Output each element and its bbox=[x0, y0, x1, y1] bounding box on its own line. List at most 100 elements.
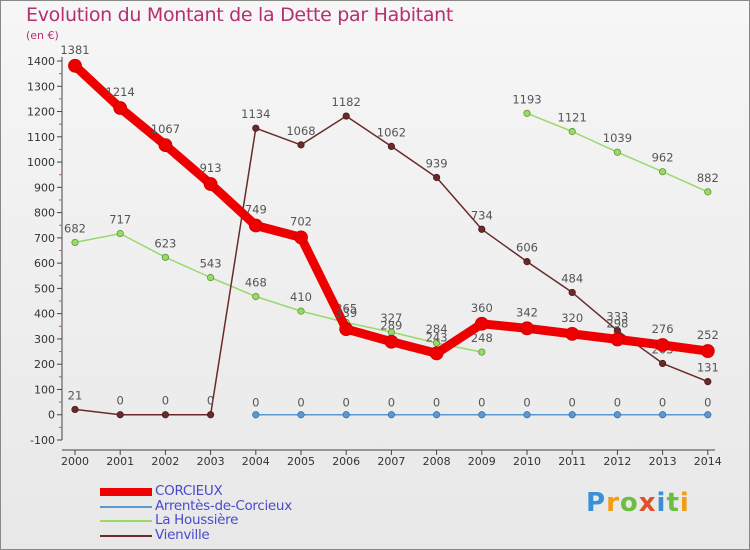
data-label: 276 bbox=[652, 322, 674, 336]
data-point bbox=[610, 332, 625, 347]
data-point bbox=[568, 411, 576, 419]
legend-label: La Houssière bbox=[155, 512, 239, 528]
data-point bbox=[294, 230, 308, 245]
y-tick-label: 200 bbox=[34, 358, 55, 371]
data-point bbox=[478, 348, 486, 356]
data-label: 1182 bbox=[332, 95, 361, 109]
data-label: 1068 bbox=[286, 124, 315, 138]
y-tick-label: 300 bbox=[34, 333, 55, 346]
data-label: 882 bbox=[697, 171, 719, 185]
data-point bbox=[613, 148, 622, 156]
x-tick-label: 2001 bbox=[106, 455, 134, 468]
legend-swatch bbox=[100, 505, 152, 508]
y-tick-label: 1400 bbox=[27, 55, 55, 68]
data-point bbox=[252, 411, 260, 419]
y-tick-label: 800 bbox=[34, 207, 55, 220]
y-tick-label: 500 bbox=[34, 282, 55, 295]
proxiti-logo: Proxiti bbox=[586, 488, 690, 518]
x-tick-label: 2012 bbox=[603, 455, 631, 468]
y-tick-label: 700 bbox=[34, 232, 55, 245]
x-tick-label: 2007 bbox=[377, 455, 405, 468]
data-label: 1067 bbox=[151, 122, 180, 136]
data-point bbox=[384, 334, 399, 349]
data-point bbox=[71, 238, 79, 247]
y-tick-label: 900 bbox=[34, 181, 55, 194]
data-label: 0 bbox=[388, 396, 395, 410]
data-point bbox=[523, 109, 531, 117]
data-label: 962 bbox=[652, 151, 674, 165]
data-point bbox=[71, 405, 79, 414]
data-point bbox=[520, 321, 534, 336]
data-label: 0 bbox=[207, 394, 214, 408]
legend-label: Vienville bbox=[155, 526, 210, 543]
data-point bbox=[68, 58, 82, 73]
legend-swatch bbox=[100, 520, 152, 522]
data-point bbox=[658, 359, 667, 368]
data-point bbox=[432, 173, 441, 182]
data-label: 284 bbox=[426, 322, 448, 336]
x-tick-label: 2005 bbox=[287, 455, 315, 468]
legend-swatch bbox=[100, 534, 152, 537]
data-point bbox=[339, 322, 354, 336]
data-label: 342 bbox=[516, 305, 538, 319]
y-tick-label: 400 bbox=[34, 308, 55, 321]
legend-label: CORCIEUX bbox=[155, 483, 223, 499]
chart-title: Evolution du Montant de la Dette par Hab… bbox=[26, 4, 454, 26]
data-label: 623 bbox=[154, 236, 176, 250]
data-point bbox=[203, 177, 218, 191]
data-label: 0 bbox=[704, 396, 711, 410]
data-point bbox=[658, 411, 667, 419]
data-label: 320 bbox=[561, 311, 583, 325]
data-point bbox=[568, 288, 576, 297]
data-point bbox=[478, 411, 486, 419]
data-label: 734 bbox=[471, 208, 493, 222]
y-tick-label: 100 bbox=[34, 383, 55, 396]
x-tick-label: 2000 bbox=[61, 455, 89, 468]
data-point bbox=[297, 141, 305, 149]
data-label: 252 bbox=[697, 328, 719, 342]
data-point bbox=[297, 307, 305, 315]
data-label: 0 bbox=[433, 396, 440, 410]
data-point bbox=[565, 326, 580, 341]
data-label: 410 bbox=[290, 290, 312, 304]
y-tick-label: 0 bbox=[48, 409, 55, 422]
data-label: 0 bbox=[569, 396, 576, 410]
data-point bbox=[704, 188, 712, 196]
data-label: 298 bbox=[606, 316, 628, 330]
data-label: 289 bbox=[380, 319, 402, 333]
y-tick-label: -100 bbox=[30, 434, 55, 447]
x-tick-label: 2014 bbox=[694, 455, 722, 468]
data-point bbox=[252, 124, 260, 132]
data-label: 606 bbox=[516, 241, 538, 255]
data-point bbox=[658, 168, 667, 176]
data-point bbox=[432, 339, 441, 347]
data-point bbox=[161, 253, 169, 261]
data-point bbox=[613, 411, 622, 419]
data-label: 360 bbox=[471, 301, 493, 315]
data-point bbox=[704, 378, 712, 386]
data-label: 0 bbox=[614, 396, 621, 410]
data-point bbox=[478, 225, 486, 233]
data-point bbox=[207, 273, 215, 282]
data-label: 468 bbox=[245, 275, 267, 289]
data-label: 248 bbox=[471, 331, 493, 345]
x-tick-label: 2008 bbox=[423, 455, 451, 468]
x-tick-label: 2011 bbox=[558, 455, 586, 468]
y-tick-label: 1000 bbox=[27, 156, 55, 169]
data-label: 749 bbox=[245, 202, 267, 216]
data-point bbox=[248, 218, 263, 233]
data-point bbox=[116, 411, 124, 419]
data-label: 1193 bbox=[512, 92, 541, 106]
data-point bbox=[252, 292, 260, 301]
data-label: 484 bbox=[561, 271, 583, 285]
data-label: 0 bbox=[252, 396, 259, 410]
data-point bbox=[523, 411, 531, 419]
data-label: 0 bbox=[297, 396, 304, 410]
x-tick-label: 2004 bbox=[242, 455, 270, 468]
data-point bbox=[342, 112, 350, 120]
data-point bbox=[207, 411, 215, 419]
data-label: 1381 bbox=[60, 43, 89, 57]
data-label: 0 bbox=[478, 396, 485, 410]
data-label: 0 bbox=[659, 396, 666, 410]
